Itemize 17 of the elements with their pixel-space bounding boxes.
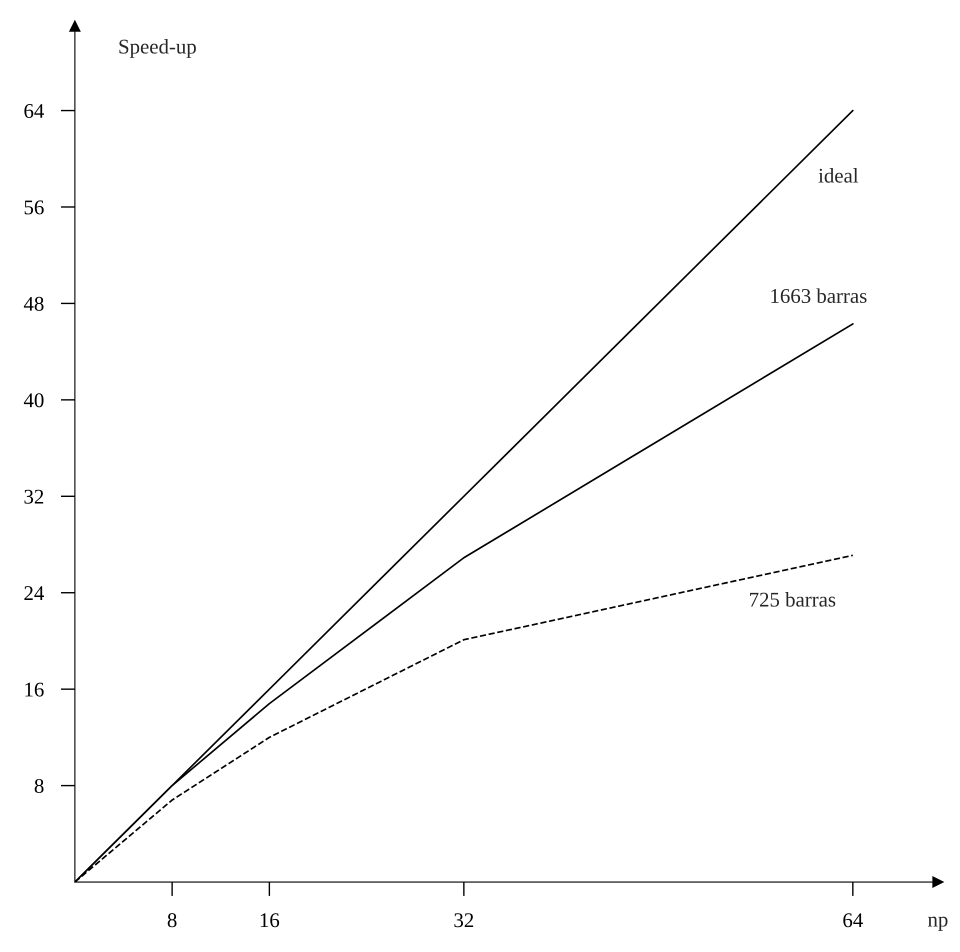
y-tick-label: 40	[24, 393, 44, 408]
y-tick-label: 8	[34, 778, 44, 794]
series-label: ideal	[818, 168, 858, 183]
y-tick-label: 16	[25, 682, 44, 697]
y-tick-label: 32	[24, 490, 44, 504]
y-tick-label: 56	[24, 200, 44, 214]
x-axis-title: np	[928, 916, 948, 931]
y-tick-label: 24	[24, 586, 44, 600]
y-tick-label: 48	[24, 296, 44, 311]
x-tick-label: 16	[260, 913, 280, 928]
y-axis-title: Speed-up	[119, 39, 196, 58]
x-tick-label: 32	[454, 913, 474, 928]
series-label: 725 barras	[750, 592, 836, 607]
x-tick-label: 8	[168, 913, 177, 928]
y-tick-label: 64	[24, 104, 44, 118]
x-tick-label: 64	[843, 913, 863, 928]
series-label: 1663 barras	[771, 288, 867, 304]
